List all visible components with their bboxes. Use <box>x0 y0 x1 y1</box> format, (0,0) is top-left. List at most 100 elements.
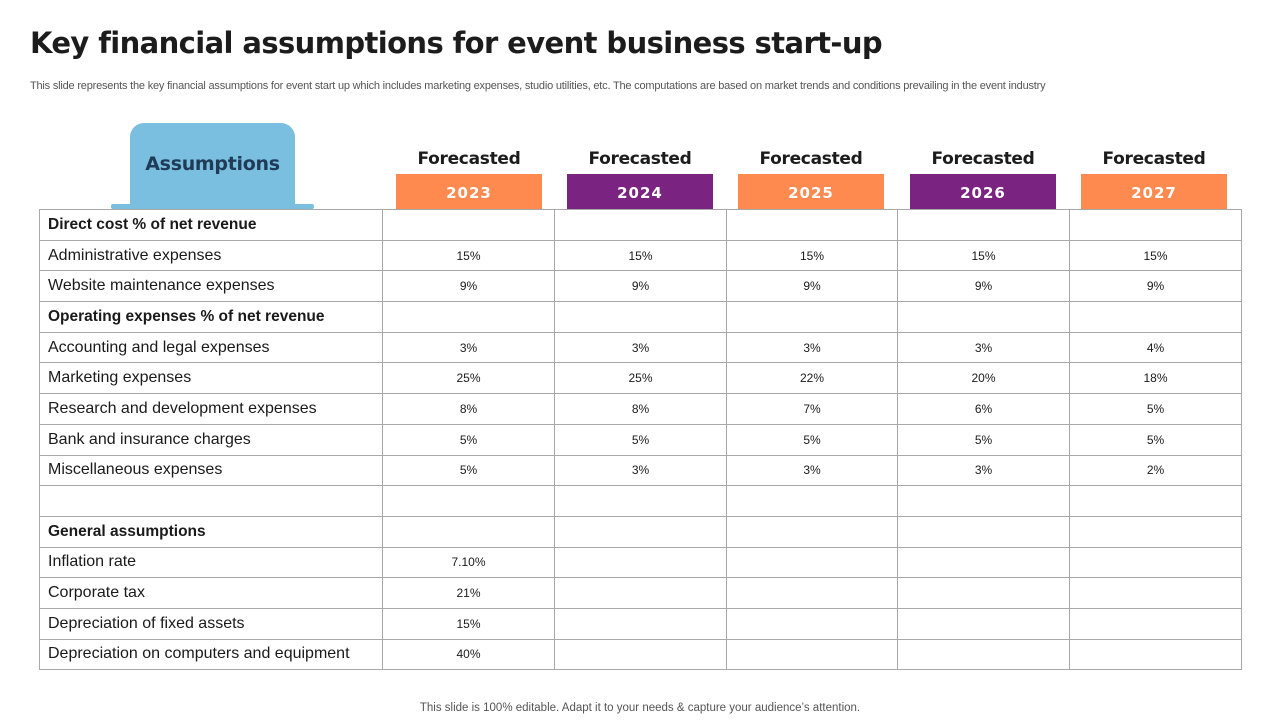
year-badge-2024: 2024 <box>567 174 713 209</box>
forecasted-label: Forecasted <box>1102 149 1206 169</box>
value-cell-2024: 25% <box>554 362 727 395</box>
value-cell-2025 <box>726 485 898 517</box>
row-label: Corporate tax <box>39 577 383 609</box>
table-row: Website maintenance expenses 9% 9% 9% 9% 9% <box>39 270 1242 303</box>
value-cell-2024 <box>554 577 727 609</box>
value-cell-2027 <box>1069 301 1242 333</box>
forecasted-label: Forecasted <box>417 149 521 169</box>
value-cell-2027 <box>1069 515 1242 548</box>
value-cell-2024: 3% <box>554 331 727 364</box>
row-label: Miscellaneous expenses <box>39 454 383 487</box>
value-cell-2025: 22% <box>726 362 898 395</box>
value-cell-2023 <box>382 485 555 517</box>
table-row: Miscellaneous expenses 5% 3% 3% 3% 2% <box>39 454 1242 487</box>
row-label: Bank and insurance charges <box>39 423 383 456</box>
value-cell-2024: 3% <box>554 454 727 487</box>
value-cell-2026 <box>897 546 1070 579</box>
row-label: Research and development expenses <box>39 393 383 425</box>
table-row: Bank and insurance charges 5% 5% 5% 5% 5% <box>39 423 1242 456</box>
row-label: Accounting and legal expenses <box>39 331 383 364</box>
assumptions-tab-base <box>111 204 314 209</box>
value-cell-2026: 3% <box>897 331 1070 364</box>
value-cell-2027: 5% <box>1069 393 1242 425</box>
value-cell-2024 <box>554 209 727 241</box>
value-cell-2024 <box>554 638 727 671</box>
value-cell-2025: 3% <box>726 454 898 487</box>
table-row <box>39 485 1242 517</box>
value-cell-2026 <box>897 607 1070 640</box>
row-label: Website maintenance expenses <box>39 270 383 303</box>
row-label: General assumptions <box>39 515 383 548</box>
year-badge-2023: 2023 <box>396 174 542 209</box>
value-cell-2025: 9% <box>726 270 898 303</box>
value-cell-2024 <box>554 546 727 579</box>
table-row: Inflation rate 7.10% <box>39 546 1242 579</box>
year-badge-2025: 2025 <box>738 174 884 209</box>
value-cell-2023: 25% <box>382 362 555 395</box>
value-cell-2023: 5% <box>382 454 555 487</box>
value-cell-2025 <box>726 301 898 333</box>
column-header-2023: Forecasted 2023 <box>396 148 542 209</box>
table-row: Accounting and legal expenses 3% 3% 3% 3% 4% <box>39 331 1242 364</box>
value-cell-2023: 5% <box>382 423 555 456</box>
value-cell-2026: 3% <box>897 454 1070 487</box>
column-header-2026: Forecasted 2026 <box>910 148 1056 209</box>
table-row: Research and development expenses 8% 8% 7% 6… <box>39 393 1242 425</box>
assumptions-table: Direct cost % of net revenue Administrati… <box>39 209 1242 671</box>
value-cell-2026: 20% <box>897 362 1070 395</box>
footer-note: This slide is 100% editable. Adapt it to… <box>419 702 861 714</box>
table-row: Depreciation on computers and equipment 4… <box>39 638 1242 671</box>
value-cell-2026: 6% <box>897 393 1070 425</box>
value-cell-2023 <box>382 209 555 241</box>
value-cell-2024 <box>554 485 727 517</box>
page-subtitle: This slide represents the key financial … <box>30 80 1046 92</box>
value-cell-2026: 5% <box>897 423 1070 456</box>
value-cell-2027 <box>1069 577 1242 609</box>
value-cell-2026 <box>897 485 1070 517</box>
assumptions-label: Assumptions <box>145 153 280 175</box>
value-cell-2023 <box>382 515 555 548</box>
value-cell-2023: 7.10% <box>382 546 555 579</box>
row-label: Depreciation on computers and equipment <box>39 638 383 671</box>
row-label: Inflation rate <box>39 546 383 579</box>
value-cell-2023 <box>382 301 555 333</box>
value-cell-2024 <box>554 515 727 548</box>
row-label: Depreciation of fixed assets <box>39 607 383 640</box>
forecasted-label: Forecasted <box>588 149 692 169</box>
section-row: Direct cost % of net revenue <box>39 209 1242 241</box>
row-label: Direct cost % of net revenue <box>39 209 383 241</box>
value-cell-2027: 15% <box>1069 239 1242 272</box>
page-title: Key financial assumptions for event busi… <box>30 26 883 60</box>
value-cell-2027: 18% <box>1069 362 1242 395</box>
section-row: Operating expenses % of net revenue <box>39 301 1242 333</box>
value-cell-2027 <box>1069 209 1242 241</box>
value-cell-2023: 9% <box>382 270 555 303</box>
forecasted-label: Forecasted <box>759 149 863 169</box>
value-cell-2027: 4% <box>1069 331 1242 364</box>
row-label <box>39 485 383 517</box>
value-cell-2027 <box>1069 638 1242 671</box>
value-cell-2025 <box>726 577 898 609</box>
value-cell-2024: 8% <box>554 393 727 425</box>
table-row: Corporate tax 21% <box>39 577 1242 609</box>
year-badge-2026: 2026 <box>910 174 1056 209</box>
value-cell-2026: 15% <box>897 239 1070 272</box>
value-cell-2025 <box>726 515 898 548</box>
value-cell-2025 <box>726 546 898 579</box>
value-cell-2026 <box>897 301 1070 333</box>
row-label: Administrative expenses <box>39 239 383 272</box>
value-cell-2027 <box>1069 607 1242 640</box>
value-cell-2026 <box>897 638 1070 671</box>
value-cell-2025: 15% <box>726 239 898 272</box>
value-cell-2026 <box>897 209 1070 241</box>
value-cell-2027 <box>1069 546 1242 579</box>
column-header-2027: Forecasted 2027 <box>1081 148 1227 209</box>
value-cell-2023: 40% <box>382 638 555 671</box>
value-cell-2024: 5% <box>554 423 727 456</box>
value-cell-2027: 9% <box>1069 270 1242 303</box>
value-cell-2025: 5% <box>726 423 898 456</box>
table-row: Marketing expenses 25% 25% 22% 20% 18% <box>39 362 1242 395</box>
column-header-2025: Forecasted 2025 <box>738 148 884 209</box>
value-cell-2024 <box>554 301 727 333</box>
forecasted-label: Forecasted <box>931 149 1035 169</box>
